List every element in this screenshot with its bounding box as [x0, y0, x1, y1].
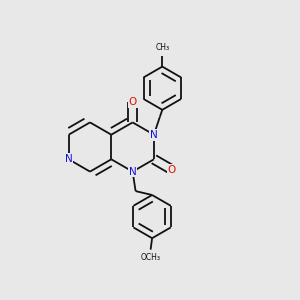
Text: OCH₃: OCH₃: [141, 253, 160, 262]
Text: N: N: [129, 167, 136, 177]
Text: N: N: [65, 154, 73, 164]
Text: O: O: [128, 97, 137, 107]
Text: N: N: [150, 130, 158, 140]
Text: O: O: [167, 164, 176, 175]
Text: CH₃: CH₃: [155, 44, 170, 52]
